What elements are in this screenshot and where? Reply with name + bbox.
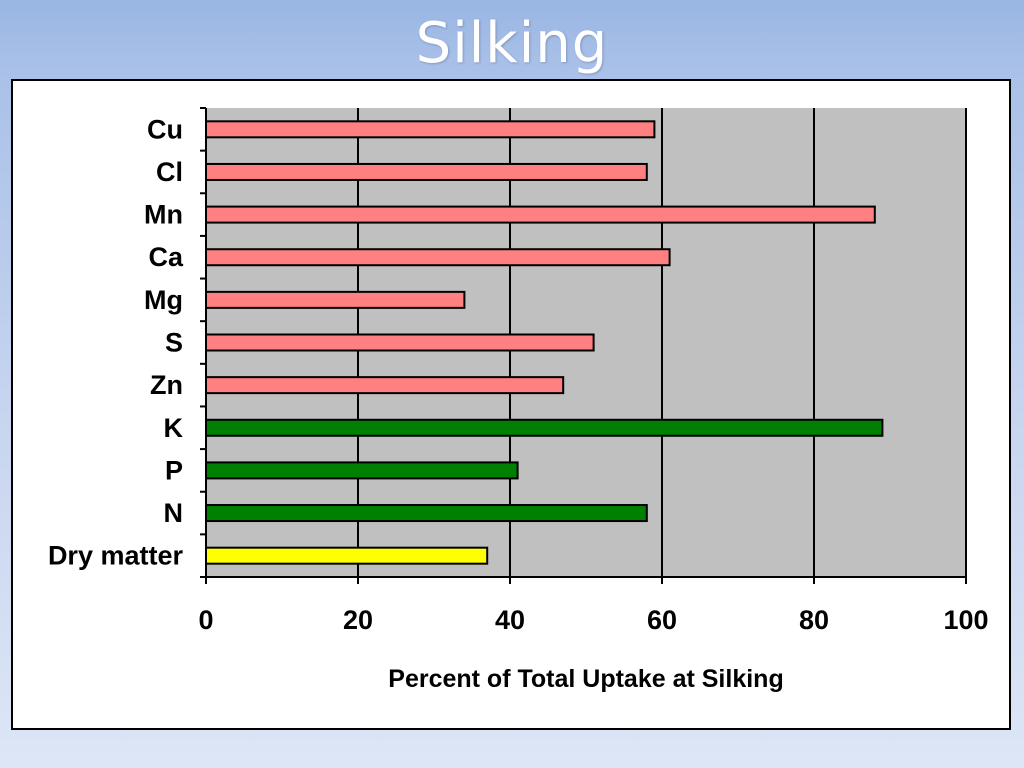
x-tick-label: 40 <box>495 605 525 635</box>
bar-ca <box>205 248 671 267</box>
y-tick-label: Mg <box>144 285 183 315</box>
y-tick-label: P <box>165 455 183 485</box>
y-tick-label: S <box>165 328 183 358</box>
bar-chart: Cu Cl Mn Ca Mg S Zn KPN Dry matter 0 20 40 60 80 100 P… <box>48 107 989 693</box>
bar-dry-matter <box>205 546 489 565</box>
bar-p <box>205 461 519 480</box>
y-tick-label: Cu <box>147 114 183 144</box>
bar-cl <box>205 162 648 181</box>
y-tick-label: Cl <box>156 157 183 187</box>
y-tick-label: Zn <box>150 370 183 400</box>
slide-title: Silking <box>415 11 609 76</box>
bar-s <box>205 333 595 352</box>
bar-n <box>205 504 648 523</box>
bars <box>205 120 884 565</box>
axes: Cu Cl Mn Ca Mg S Zn KPN Dry matter 0 20 40 60 80 100 <box>48 107 989 635</box>
x-axis-title: Percent of Total Uptake at Silking <box>388 665 783 693</box>
bar-cu <box>205 120 656 139</box>
x-tick-label: 80 <box>799 605 829 635</box>
x-tick-label: 0 <box>198 605 213 635</box>
x-tick-label: 20 <box>343 605 373 635</box>
bar-mg <box>205 290 466 309</box>
chart-panel: Cu Cl Mn Ca Mg S Zn K P N Dry matter 0 20 40 60 80 100 P… <box>11 79 1011 730</box>
bar-mn <box>205 205 876 224</box>
y-tick-label: Dry matter <box>48 541 184 571</box>
y-tick-label: Mn <box>144 200 183 230</box>
bar-zn <box>205 376 565 395</box>
x-tick-label: 60 <box>647 605 677 635</box>
y-tick-label: K <box>164 413 184 443</box>
x-tick-label: 100 <box>943 605 988 635</box>
y-tick-label: Ca <box>148 242 183 272</box>
bar-k <box>205 418 884 437</box>
y-tick-label: N <box>164 498 184 528</box>
